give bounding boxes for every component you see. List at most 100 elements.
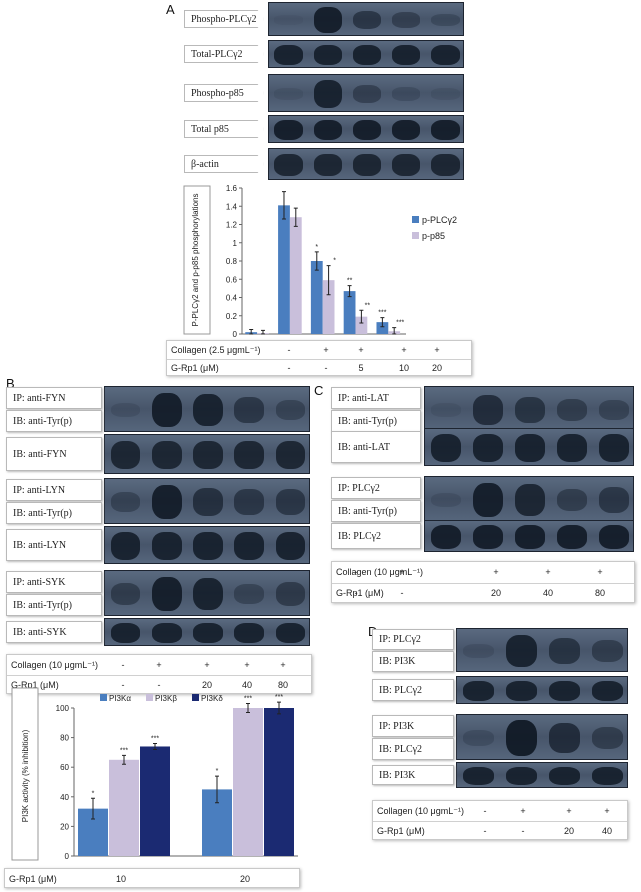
condition-value: 20 <box>431 362 442 373</box>
condition-value: - <box>121 659 125 670</box>
panel-a-row-1-band <box>313 44 342 66</box>
panel-d-row-3-band <box>592 766 623 786</box>
panel-d-row-2-band <box>463 729 494 747</box>
condition-value: - <box>483 825 487 836</box>
condition-value: 5 <box>358 362 364 373</box>
significance-marker: ** <box>365 302 371 309</box>
condition-value: + <box>399 567 405 577</box>
panel-d-blot-label: IB: PI3K <box>372 765 454 785</box>
panel-a-row-3-band <box>274 119 303 141</box>
bar-p-plcg2 <box>343 291 356 334</box>
y-tick-label: 1 <box>233 239 238 248</box>
panel-a-row-4-blot-image <box>268 148 464 180</box>
error-bar <box>246 703 250 713</box>
y-tick-label: 1.6 <box>226 184 238 193</box>
condition-label: G-Rp1 (μM) <box>171 362 219 373</box>
panel-c-row-0-band <box>598 399 630 421</box>
y-tick-label: 1.2 <box>226 221 238 230</box>
condition-value: + <box>323 344 329 355</box>
panel-c-row-3-blot-image <box>424 520 634 552</box>
y-tick-label: 0.2 <box>226 312 238 321</box>
panel-b-blot-label: IB: anti-Tyr(p) <box>6 410 102 432</box>
legend-swatch <box>146 694 153 701</box>
condition-value: - <box>400 588 404 598</box>
y-axis-label-box <box>183 185 211 335</box>
panel-a-row-0-band <box>313 7 342 33</box>
condition-row: Collagen (10 μgmL⁻¹) - + + + + <box>7 655 311 675</box>
condition-value: - <box>157 679 161 690</box>
legend-swatch <box>100 694 107 701</box>
panel-b-row-0-band <box>193 393 223 427</box>
panel-a-row-2-band <box>274 88 303 100</box>
condition-value: + <box>401 344 407 355</box>
panel-b-row-1-band <box>193 441 223 469</box>
significance-marker: *** <box>151 736 159 743</box>
panel-b-blot-label: IP: anti-SYK <box>6 571 102 593</box>
panel-b-row-4-band <box>234 583 265 605</box>
panel-b-row-3-band <box>151 532 182 560</box>
condition-value: - <box>287 362 291 373</box>
panel-b-row-0-band <box>110 402 141 418</box>
significance-marker: * <box>315 244 318 251</box>
panel-a-blot-label: Phospho-PLCγ2 <box>184 10 264 28</box>
panel-d-row-0-band <box>549 638 580 664</box>
panel-d-row-0-band <box>463 643 494 659</box>
condition-label: G-Rp1 (μM) <box>336 588 384 598</box>
panel-a-row-2-band <box>392 87 421 101</box>
condition-label: Collagen (10 μgmL⁻¹) <box>336 567 423 577</box>
y-axis-label-box <box>11 687 39 861</box>
y-tick-label: 20 <box>60 822 69 831</box>
condition-value: + <box>520 805 526 816</box>
condition-value: + <box>358 344 364 355</box>
panel-b-row-4-band <box>275 582 306 606</box>
panel-b-row-1-band <box>110 441 141 469</box>
error-bar <box>215 775 219 804</box>
panel-b-row-3-band <box>234 532 265 560</box>
panel-a-row-1-band <box>392 44 421 66</box>
panel-a-row-3-band <box>352 119 382 141</box>
error-bar <box>277 701 281 715</box>
panel-b-blot-label: IP: anti-FYN <box>6 387 102 409</box>
panel-b-row-1-band <box>151 441 182 469</box>
y-tick-label: 0.6 <box>226 275 238 284</box>
panel-d-blot-label: IB: PLCγ2 <box>372 738 454 760</box>
panel-letter-a: A <box>166 2 175 17</box>
panel-b-blot-label: IB: anti-Tyr(p) <box>6 594 102 616</box>
panel-d-row-1-band <box>463 680 494 702</box>
condition-value: - <box>354 588 358 598</box>
panel-a-blot-label: β-actin <box>184 155 264 173</box>
panel-c-row-0-band <box>514 396 546 424</box>
panel-c-row-3-band <box>598 525 630 549</box>
panel-d-row-1-band <box>549 680 580 702</box>
panel-b-row-3-band <box>275 532 306 560</box>
panel-a-row-0-band <box>352 10 382 30</box>
condition-value: - <box>287 344 291 355</box>
panel-d-row-1-band <box>592 680 623 702</box>
y-tick-label: 80 <box>60 734 69 743</box>
panel-d-row-2-blot-image <box>456 714 628 760</box>
panel-b-row-2-band <box>275 489 306 515</box>
panel-a-row-0-band <box>274 15 303 25</box>
panel-c-row-1-band <box>472 434 504 462</box>
bar-pi3k-delta <box>264 708 294 856</box>
panel-b-blot-label: IP: anti-LYN <box>6 479 102 501</box>
panel-a-row-2-band <box>352 85 382 103</box>
condition-value: - <box>324 362 328 373</box>
bar-pi3k-beta <box>109 759 139 856</box>
significance-marker: *** <box>120 747 128 754</box>
panel-b-row-4-blot-image <box>104 570 310 616</box>
legend-swatch <box>412 232 419 239</box>
error-bar <box>281 191 286 220</box>
y-axis-label: P-PLCγ2 and p-p85 phosphorylations <box>191 194 200 327</box>
panel-d-blot-label: IP: PI3K <box>372 715 454 737</box>
panel-c-row-1-band <box>430 434 462 462</box>
bar-pi3k-beta <box>233 708 263 856</box>
panel-b-blot-label: IB: anti-SYK <box>6 621 102 643</box>
panel-d-row-2-band <box>549 723 580 753</box>
panel-c-row-2-band <box>556 488 588 512</box>
error-bar <box>122 754 126 765</box>
condition-value: + <box>280 659 286 670</box>
panel-a-row-1-band <box>274 44 303 66</box>
condition-label: Collagen (10 μgmL⁻¹) <box>377 805 464 816</box>
panel-d-row-3-band <box>506 766 537 786</box>
